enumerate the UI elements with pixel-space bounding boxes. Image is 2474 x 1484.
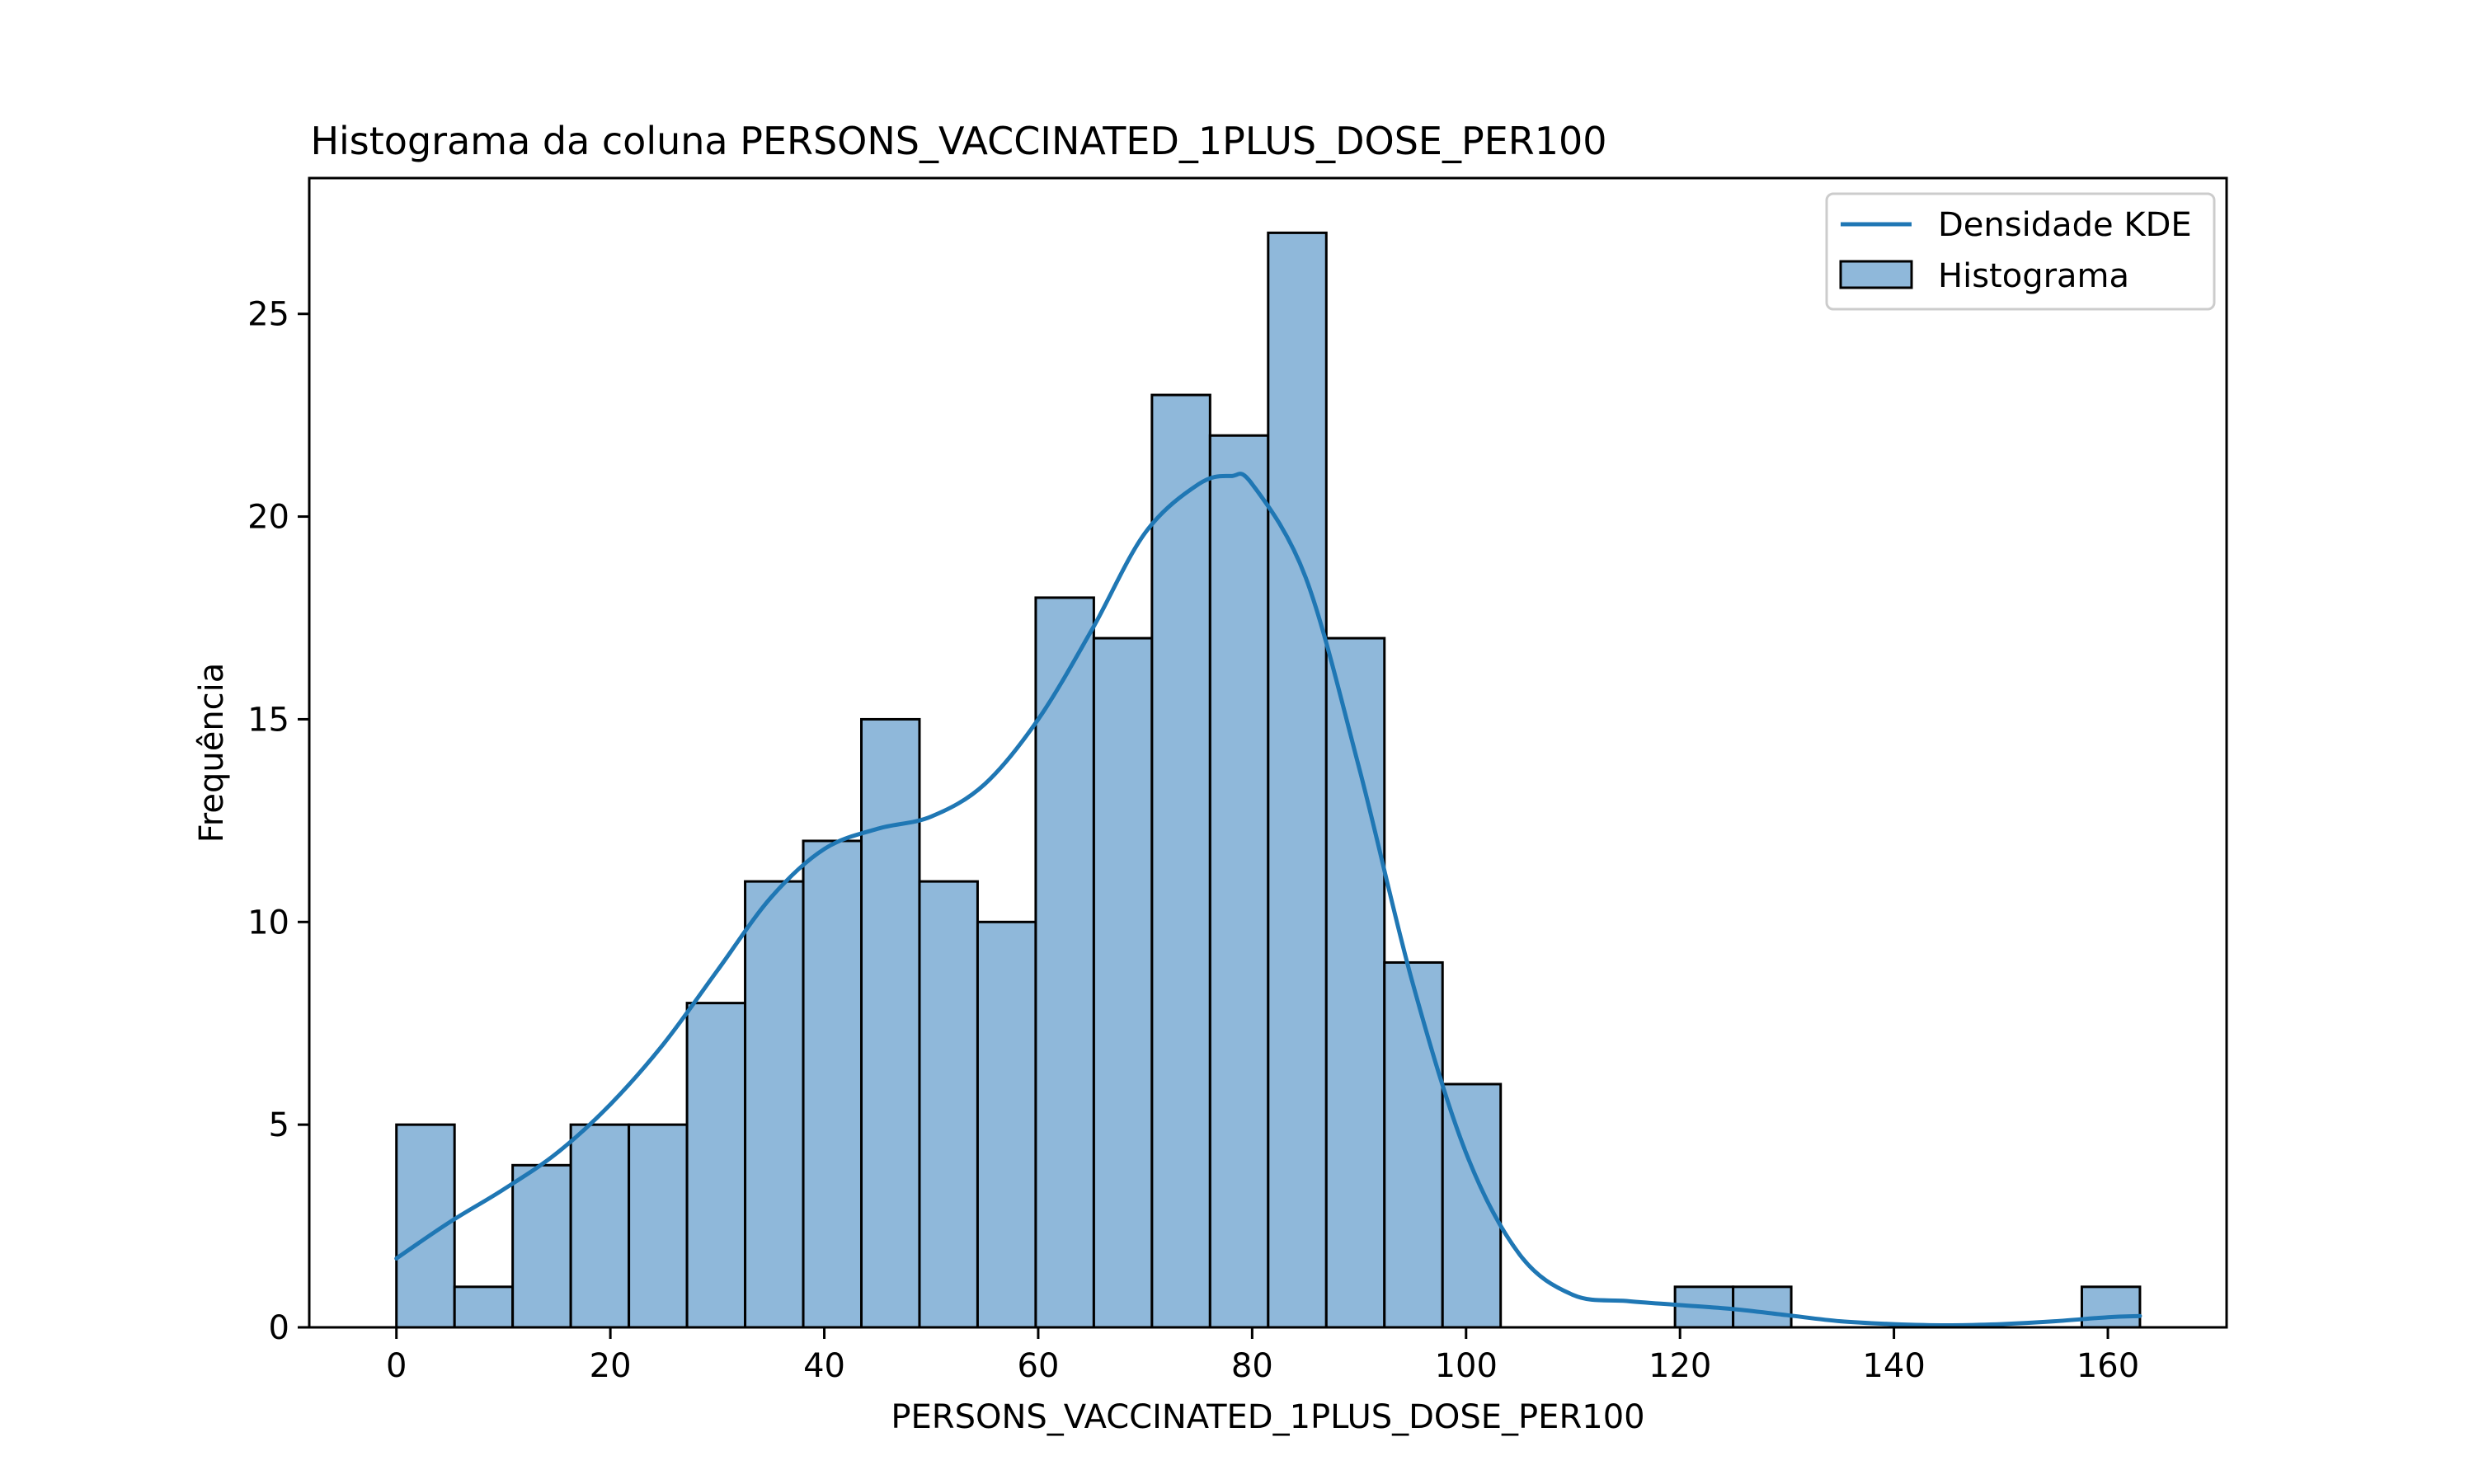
histogram-bar (1267, 231, 1328, 1329)
x-tick-label: 0 (386, 1347, 407, 1385)
histogram-bar (685, 1002, 747, 1329)
y-tick-label: 15 (247, 701, 289, 739)
x-axis-label: PERSONS_VACCINATED_1PLUS_DOSE_PER100 (891, 1398, 1644, 1436)
histogram-bar (569, 1123, 631, 1329)
y-axis-label: Frequência (193, 663, 231, 843)
chart-title: Histograma da coluna PERSONS_VACCINATED_… (310, 119, 1606, 163)
legend: Densidade KDE Histograma (1825, 192, 2216, 311)
histogram-bar (976, 920, 1037, 1329)
x-tick-label: 160 (2077, 1347, 2139, 1385)
x-tick-label: 140 (1862, 1347, 1925, 1385)
legend-histogram-swatch (1839, 260, 1913, 289)
y-tick-label: 25 (247, 296, 289, 334)
y-tick-label: 10 (247, 904, 289, 942)
x-tick-label: 80 (1231, 1347, 1273, 1385)
histogram-bar (453, 1285, 515, 1329)
x-axis: 0 20 40 60 80 100 120 140 160 (386, 1327, 2139, 1385)
y-tick-label: 0 (269, 1309, 289, 1347)
histogram-bar (802, 839, 863, 1329)
histogram-bar (1732, 1285, 1793, 1329)
x-tick-label: 40 (803, 1347, 845, 1385)
plot-frame (308, 176, 2228, 1329)
histogram-bar (1383, 960, 1444, 1329)
legend-box (1825, 192, 2216, 311)
x-tick-label: 120 (1649, 1347, 1711, 1385)
histogram-bar (1034, 596, 1095, 1329)
x-tick-label: 20 (590, 1347, 632, 1385)
histogram-bar (1092, 636, 1154, 1329)
histogram-bar (1208, 434, 1270, 1329)
x-tick-label: 100 (1435, 1347, 1498, 1385)
kde-density-line (394, 472, 2142, 1327)
y-tick-label: 5 (269, 1106, 289, 1144)
histogram-bar (511, 1163, 572, 1329)
histogram-bar (628, 1123, 689, 1329)
legend-histogram-label: Histograma (1938, 257, 2129, 295)
histogram-bar (1324, 636, 1386, 1329)
y-axis: 0 5 10 15 20 25 (247, 296, 309, 1347)
y-tick-label: 20 (247, 499, 289, 537)
x-tick-label: 60 (1018, 1347, 1060, 1385)
histogram-bar (860, 717, 921, 1329)
histogram-bar (918, 880, 979, 1329)
histogram-bar (744, 880, 805, 1329)
histogram-bar (2080, 1285, 2142, 1329)
histogram-bar (1150, 393, 1211, 1329)
legend-kde-label: Densidade KDE (1938, 206, 2192, 244)
